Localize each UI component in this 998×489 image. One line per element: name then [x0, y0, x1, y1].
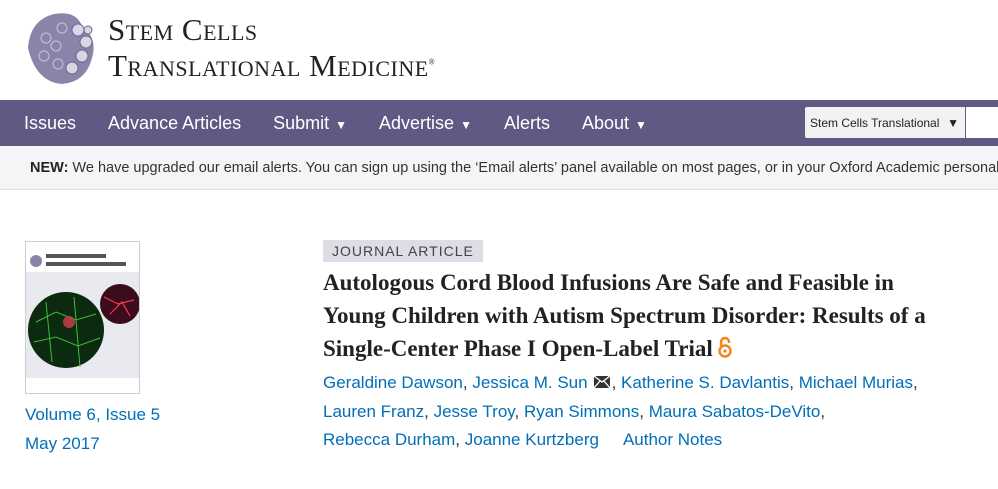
journal-select-value: Stem Cells Translational M — [810, 115, 940, 130]
nav-issues[interactable]: Issues — [24, 112, 77, 133]
article-title: Autologous Cord Blood Infusions Are Safe… — [323, 266, 933, 367]
article-header: JOURNAL ARTICLE Autologous Cord Blood In… — [323, 240, 973, 455]
journal-logo[interactable]: Stem Cells Translational Medicine® — [22, 8, 435, 88]
nav-submit[interactable]: Submit ▼ — [273, 113, 347, 134]
cells-logo-icon — [28, 13, 94, 85]
author-link[interactable]: Michael Murias — [798, 373, 913, 393]
nav-advertise[interactable]: Advertise ▼ — [379, 113, 472, 134]
issue-cover-image[interactable] — [25, 241, 140, 394]
author-link[interactable]: Rebecca Durham — [323, 430, 456, 450]
author-link[interactable]: Ryan Simmons — [523, 401, 640, 421]
author-link[interactable]: Katherine S. Davlantis — [621, 373, 790, 393]
nav-submit-label: Submit — [273, 112, 330, 133]
author-notes-link[interactable]: Author Notes — [622, 430, 723, 450]
article-type-badge: JOURNAL ARTICLE — [323, 240, 483, 262]
journal-select[interactable]: Stem Cells Translational M ▼ — [805, 107, 965, 138]
logo-line-2: Translational Medicine — [108, 47, 429, 83]
dropdown-arrow-icon: ▼ — [947, 115, 959, 130]
article-title-text: Autologous Cord Blood Infusions Are Safe… — [323, 270, 926, 361]
nav-about[interactable]: About ▼ — [582, 113, 647, 134]
nav-about-label: About — [581, 112, 630, 133]
nav-advance-articles[interactable]: Advance Articles — [108, 112, 242, 133]
logo-line-1: Stem Cells — [108, 11, 258, 47]
author-link[interactable]: Jesse Troy — [433, 401, 515, 421]
author-link[interactable]: Jessica M. Sun — [472, 373, 588, 393]
email-icon[interactable] — [593, 369, 611, 398]
banner-text: We have upgraded our email alerts. You c… — [68, 160, 998, 176]
author-link[interactable]: Geraldine Dawson — [323, 373, 463, 393]
author-list: Geraldine Dawson, Jessica M. Sun, Kather… — [323, 369, 973, 455]
author-link[interactable]: Joanne Kurtzberg — [464, 430, 599, 450]
author-link[interactable]: Maura Sabatos-DeVito — [648, 401, 821, 421]
nav-alerts[interactable]: Alerts — [503, 112, 550, 133]
chevron-down-icon: ▼ — [335, 117, 348, 132]
nav-advertise-label: Advertise — [379, 112, 455, 133]
chevron-down-icon: ▼ — [635, 117, 647, 132]
search-input[interactable] — [966, 107, 998, 138]
issue-volume-link[interactable]: Volume 6, Issue 5 — [25, 405, 161, 424]
banner-label: NEW: — [30, 160, 69, 176]
issue-date-link[interactable]: May 2017 — [25, 434, 100, 453]
chevron-down-icon: ▼ — [460, 117, 472, 132]
alert-banner: NEW: We have upgraded our email alerts. … — [0, 146, 998, 190]
open-access-icon — [717, 334, 733, 367]
author-link[interactable]: Lauren Franz — [323, 401, 425, 421]
